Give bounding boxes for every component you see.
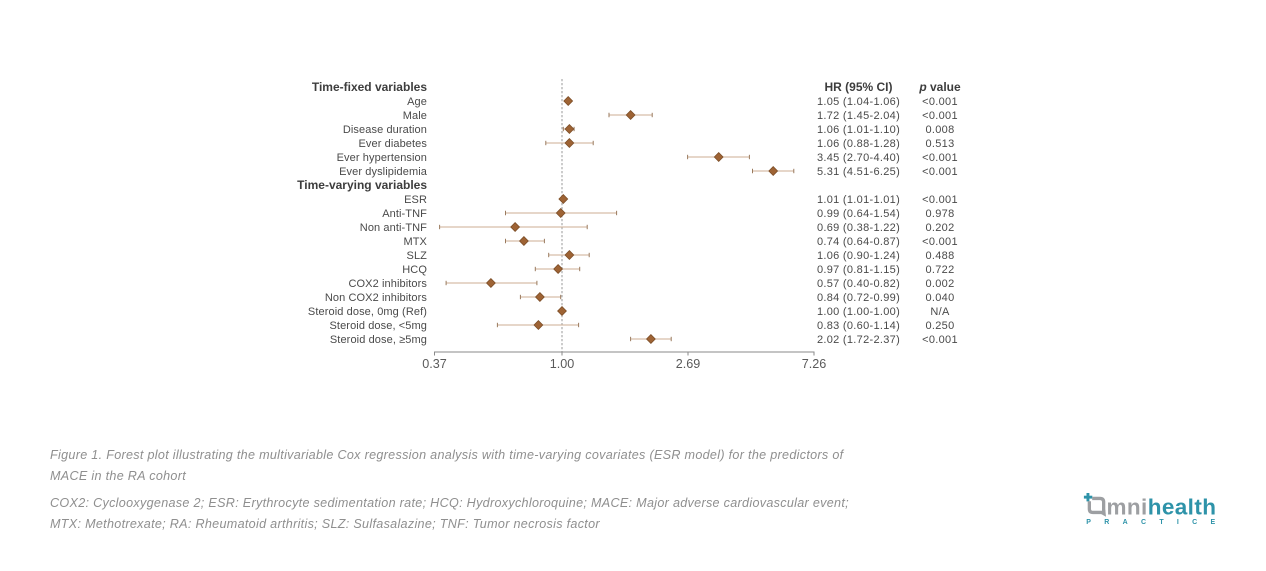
svg-text:1.00 (1.00-1.00): 1.00 (1.00-1.00) bbox=[817, 306, 900, 318]
svg-text:<0.001: <0.001 bbox=[922, 96, 958, 108]
svg-text:1.05 (1.04-1.06): 1.05 (1.04-1.06) bbox=[817, 96, 900, 108]
svg-text:Steroid dose, <5mg: Steroid dose, <5mg bbox=[330, 320, 428, 332]
svg-text:Non anti-TNF: Non anti-TNF bbox=[360, 222, 427, 234]
svg-text:0.722: 0.722 bbox=[925, 264, 954, 276]
svg-text:Steroid dose, 0mg (Ref): Steroid dose, 0mg (Ref) bbox=[308, 306, 427, 318]
svg-text:p value: p value bbox=[918, 80, 961, 94]
svg-text:1.00: 1.00 bbox=[550, 357, 575, 371]
svg-text:ESR: ESR bbox=[404, 194, 427, 206]
svg-text:0.202: 0.202 bbox=[925, 222, 954, 234]
svg-text:0.97 (0.81-1.15): 0.97 (0.81-1.15) bbox=[817, 264, 900, 276]
svg-text:0.008: 0.008 bbox=[925, 124, 954, 136]
svg-text:7.26: 7.26 bbox=[802, 357, 827, 371]
svg-text:0.69 (0.38-1.22): 0.69 (0.38-1.22) bbox=[817, 222, 900, 234]
svg-text:0.99 (0.64-1.54): 0.99 (0.64-1.54) bbox=[817, 208, 900, 220]
svg-text:Ever hypertension: Ever hypertension bbox=[337, 152, 427, 164]
svg-text:HCQ: HCQ bbox=[402, 264, 427, 276]
svg-text:0.040: 0.040 bbox=[925, 292, 954, 304]
svg-text:0.57 (0.40-0.82): 0.57 (0.40-0.82) bbox=[817, 278, 900, 290]
svg-text:N/A: N/A bbox=[930, 306, 950, 318]
svg-text:Male: Male bbox=[403, 110, 427, 122]
svg-text:MTX: MTX bbox=[403, 236, 427, 248]
svg-text:0.978: 0.978 bbox=[925, 208, 954, 220]
svg-text:0.002: 0.002 bbox=[925, 278, 954, 290]
svg-text:SLZ: SLZ bbox=[407, 250, 428, 262]
svg-text:0.74 (0.64-0.87): 0.74 (0.64-0.87) bbox=[817, 236, 900, 248]
svg-text:Steroid dose, ≥5mg: Steroid dose, ≥5mg bbox=[330, 334, 427, 346]
svg-text:Disease duration: Disease duration bbox=[343, 124, 427, 136]
svg-text:<0.001: <0.001 bbox=[922, 110, 958, 122]
svg-text:Ever diabetes: Ever diabetes bbox=[358, 138, 427, 150]
svg-text:5.31 (4.51-6.25): 5.31 (4.51-6.25) bbox=[817, 166, 900, 178]
svg-text:<0.001: <0.001 bbox=[922, 236, 958, 248]
svg-text:1.01 (1.01-1.01): 1.01 (1.01-1.01) bbox=[817, 194, 900, 206]
svg-text:COX2 inhibitors: COX2 inhibitors bbox=[348, 278, 427, 290]
svg-text:Time-fixed variables: Time-fixed variables bbox=[312, 80, 427, 94]
svg-text:1.06 (0.88-1.28): 1.06 (0.88-1.28) bbox=[817, 138, 900, 150]
svg-text:PRACTICE: PRACTICE bbox=[1086, 519, 1228, 526]
svg-text:0.250: 0.250 bbox=[925, 320, 954, 332]
svg-text:<0.001: <0.001 bbox=[922, 152, 958, 164]
svg-text:<0.001: <0.001 bbox=[922, 194, 958, 206]
svg-text:0.513: 0.513 bbox=[925, 138, 954, 150]
svg-text:Anti-TNF: Anti-TNF bbox=[382, 208, 427, 220]
svg-text:1.06 (1.01-1.10): 1.06 (1.01-1.10) bbox=[817, 124, 900, 136]
svg-text:0.83 (0.60-1.14): 0.83 (0.60-1.14) bbox=[817, 320, 900, 332]
svg-text:0.488: 0.488 bbox=[925, 250, 954, 262]
svg-text:2.69: 2.69 bbox=[676, 357, 701, 371]
svg-text:0.84 (0.72-0.99): 0.84 (0.72-0.99) bbox=[817, 292, 900, 304]
svg-text:Age: Age bbox=[407, 96, 427, 108]
svg-text:3.45 (2.70-4.40): 3.45 (2.70-4.40) bbox=[817, 152, 900, 164]
svg-text:1.72 (1.45-2.04): 1.72 (1.45-2.04) bbox=[817, 110, 900, 122]
svg-text:0.37: 0.37 bbox=[422, 357, 447, 371]
svg-text:HR (95% CI): HR (95% CI) bbox=[824, 80, 892, 94]
svg-text:2.02 (1.72-2.37): 2.02 (1.72-2.37) bbox=[817, 334, 900, 346]
svg-text:mnihealth: mnihealth bbox=[1107, 495, 1217, 520]
svg-text:<0.001: <0.001 bbox=[922, 334, 958, 346]
svg-text:<0.001: <0.001 bbox=[922, 166, 958, 178]
svg-text:1.06 (0.90-1.24): 1.06 (0.90-1.24) bbox=[817, 250, 900, 262]
svg-text:Ever dyslipidemia: Ever dyslipidemia bbox=[339, 166, 428, 178]
svg-text:Non COX2 inhibitors: Non COX2 inhibitors bbox=[325, 292, 428, 304]
svg-text:Time-varying variables: Time-varying variables bbox=[297, 178, 427, 192]
